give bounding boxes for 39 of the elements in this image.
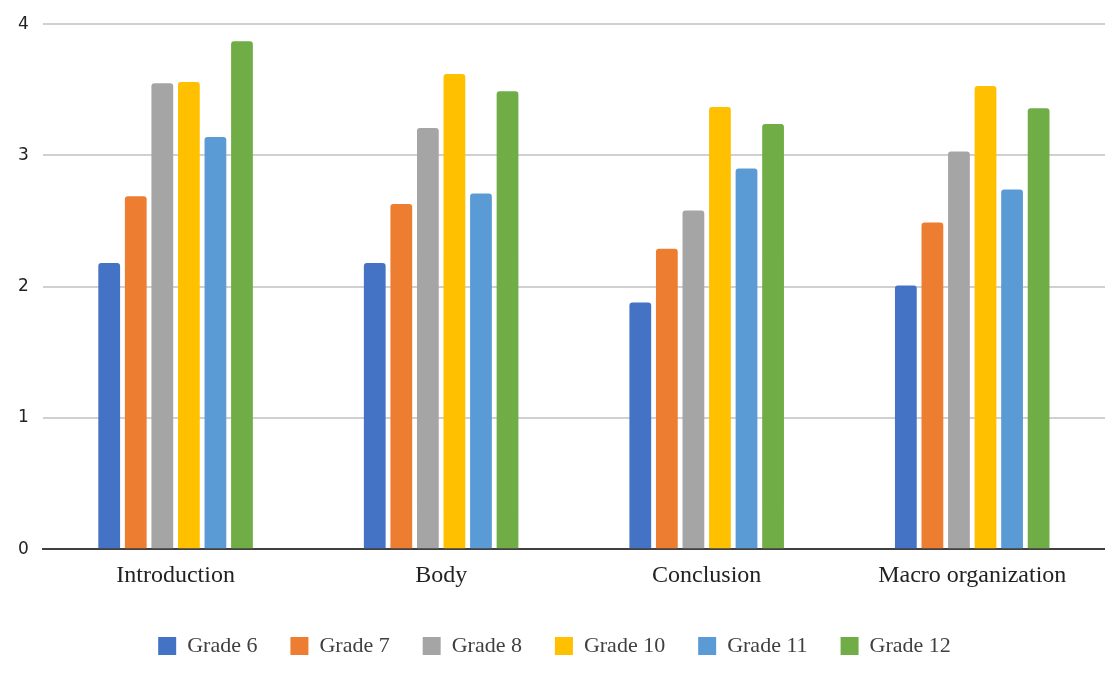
bar [496,91,519,549]
bar [1027,108,1050,549]
legend-label: Grade 6 [187,631,258,657]
legend-label: Grade 8 [451,631,522,657]
legend-label: Grade 12 [869,631,951,657]
bar [974,85,997,549]
legend-label: Grade 11 [727,631,808,657]
bar [629,302,652,549]
bar [894,285,917,549]
bar [416,127,439,549]
bar [470,193,492,549]
bar [948,151,970,549]
bar [921,222,944,549]
y-tick-label: 0 [17,537,29,558]
bar [1001,189,1023,549]
y-tick-label: 4 [17,12,29,33]
x-tick-label: Body [415,560,468,587]
bar [231,41,253,549]
bar [735,168,758,549]
bar [390,204,413,549]
y-tick-label: 2 [17,275,29,296]
bar [363,263,386,549]
bar [177,81,200,549]
bar [709,106,731,549]
legend-label: Grade 10 [583,631,666,657]
x-tick-label: Macro organization [878,560,1067,587]
legend-label: Grade 7 [319,631,390,657]
y-tick-label: 3 [17,143,29,164]
y-tick-label: 1 [17,406,29,427]
bar [682,210,705,549]
bar [443,74,466,549]
bar [204,137,227,549]
bar [151,83,174,549]
x-tick-label: Conclusion [652,560,762,587]
bar [762,123,784,549]
bar [124,196,147,549]
bar [98,263,121,549]
bar [655,248,678,549]
x-tick-label: Introduction [116,560,235,587]
